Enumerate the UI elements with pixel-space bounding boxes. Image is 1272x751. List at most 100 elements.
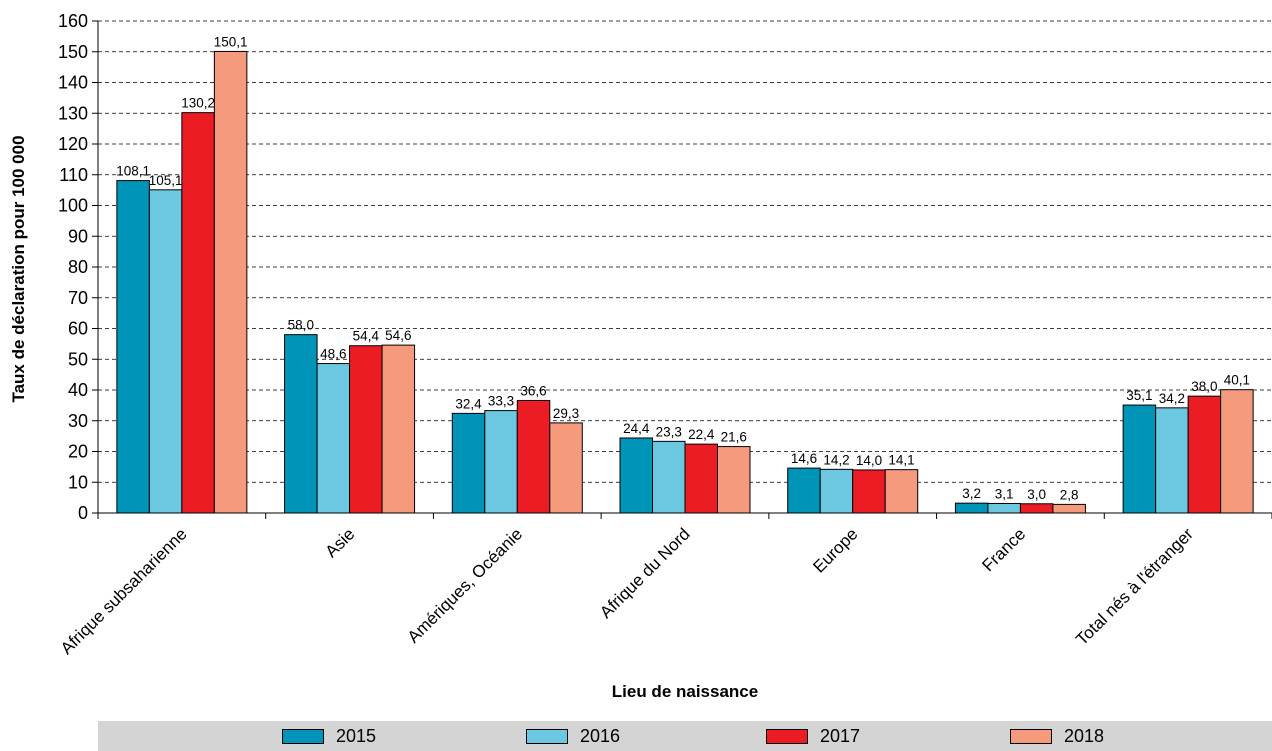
legend-label: 2018 — [1064, 725, 1105, 746]
y-tick-label: 120 — [58, 134, 88, 154]
data-label: 105,1 — [149, 173, 183, 188]
category-label: France — [978, 524, 1029, 575]
category-label: Total nés à l'étranger — [1072, 524, 1197, 649]
bar-2017-4 — [852, 469, 886, 514]
legend-item-2017: 2017 — [766, 721, 860, 751]
bar-2017-6 — [1187, 395, 1222, 514]
y-tick-label: 60 — [68, 319, 88, 339]
data-label: 108,1 — [116, 164, 150, 179]
bar-2015-0 — [116, 180, 150, 514]
legend-swatch — [766, 728, 808, 744]
y-tick-label: 130 — [58, 103, 88, 123]
y-tick-label: 80 — [68, 257, 88, 277]
data-label: 14,6 — [791, 451, 817, 466]
y-axis-title: Taux de déclaration pour 100 000 — [9, 135, 28, 402]
data-label: 14,0 — [856, 453, 882, 468]
category-label: Afrique du Nord — [596, 524, 694, 622]
bar-2015-3 — [619, 437, 653, 514]
legend-swatch — [526, 728, 568, 744]
bar-2016-5 — [987, 502, 1021, 514]
bar-2018-6 — [1220, 389, 1254, 514]
bars — [116, 50, 1254, 514]
bar-2017-3 — [684, 443, 718, 514]
legend-item-2016: 2016 — [526, 721, 620, 751]
axes — [92, 20, 1272, 519]
legend-swatch — [282, 728, 324, 744]
bar-2018-0 — [213, 50, 248, 514]
y-tick-label: 40 — [68, 380, 88, 400]
bar-2016-0 — [148, 189, 183, 514]
data-label: 29,3 — [553, 406, 579, 421]
data-label: 32,4 — [455, 396, 482, 411]
data-label: 3,0 — [1027, 487, 1046, 502]
category-label: Europe — [809, 524, 861, 576]
x-axis-title: Lieu de naissance — [612, 682, 758, 701]
bar-2016-4 — [819, 468, 854, 514]
bar-2017-5 — [1019, 503, 1054, 514]
bar-2017-2 — [516, 399, 551, 514]
category-labels: Afrique subsaharienne Asie Amériques, Océa… — [57, 524, 1197, 658]
y-tick-label: 0 — [78, 503, 88, 523]
data-label: 22,4 — [688, 427, 715, 442]
y-tick-label: 30 — [68, 411, 88, 431]
bar-2015-4 — [787, 467, 821, 514]
y-tick-label: 50 — [68, 349, 88, 369]
data-label: 21,6 — [721, 430, 747, 445]
legend: 2015 2016 2017 2018 — [98, 721, 1272, 751]
bar-2018-3 — [717, 446, 751, 514]
legend-label: 2016 — [580, 725, 621, 746]
bar-2016-1 — [316, 363, 351, 514]
data-label: 35,1 — [1126, 388, 1152, 403]
legend-item-2018: 2018 — [1010, 721, 1104, 751]
data-label: 40,1 — [1224, 373, 1250, 388]
data-label: 38,0 — [1191, 379, 1217, 394]
data-label: 23,3 — [656, 424, 682, 439]
bar-2018-4 — [884, 469, 919, 514]
bar-2016-6 — [1155, 407, 1189, 514]
data-label: 58,0 — [288, 318, 314, 333]
data-label: 2,8 — [1060, 487, 1079, 502]
data-label: 33,3 — [488, 394, 514, 409]
y-tick-label: 70 — [68, 288, 88, 308]
bar-2016-2 — [484, 410, 518, 514]
data-label: 34,2 — [1159, 391, 1185, 406]
legend-label: 2015 — [336, 725, 377, 746]
data-label: 14,1 — [888, 453, 914, 468]
y-tick-label: 90 — [68, 226, 88, 246]
bar-2015-5 — [954, 502, 989, 514]
y-tick-label: 150 — [58, 42, 88, 62]
y-tick-label: 10 — [68, 472, 88, 492]
legend-label: 2017 — [820, 725, 861, 746]
data-label: 48,6 — [320, 347, 346, 362]
category-label: Amériques, Océanie — [404, 524, 526, 646]
data-label: 54,6 — [385, 328, 411, 343]
legend-item-2015: 2015 — [282, 721, 376, 751]
data-label: 54,4 — [353, 329, 380, 344]
data-label: 14,2 — [823, 452, 849, 467]
bar-2015-2 — [451, 412, 486, 514]
category-label: Afrique subsaharienne — [57, 524, 191, 658]
bar-2017-1 — [349, 345, 383, 514]
y-tick-label: 20 — [68, 442, 88, 462]
data-label: 3,1 — [995, 486, 1014, 501]
bar-chart: 0 10 20 30 40 50 60 70 80 90 100 110 120 130 140 150 160… — [9, 11, 1272, 701]
bar-2015-1 — [284, 334, 318, 514]
y-axis-ticks: 0 10 20 30 40 50 60 70 80 90 100 110 120 130 140 150 160 — [58, 11, 88, 523]
bar-2017-0 — [181, 112, 215, 514]
bar-2015-6 — [1122, 404, 1157, 514]
bar-2016-3 — [652, 440, 686, 514]
y-tick-label: 100 — [58, 196, 88, 216]
data-label: 36,6 — [520, 383, 546, 398]
data-label: 130,2 — [181, 96, 215, 111]
data-label: 24,4 — [623, 421, 650, 436]
data-label: 3,2 — [962, 486, 981, 501]
legend-swatch — [1010, 728, 1052, 744]
y-tick-label: 110 — [59, 165, 88, 185]
category-label: Asie — [322, 524, 359, 561]
gridlines — [98, 20, 1272, 483]
y-tick-label: 160 — [58, 11, 88, 31]
bar-2018-2 — [549, 422, 583, 514]
bar-2018-5 — [1052, 503, 1086, 514]
bar-2018-1 — [381, 344, 416, 514]
